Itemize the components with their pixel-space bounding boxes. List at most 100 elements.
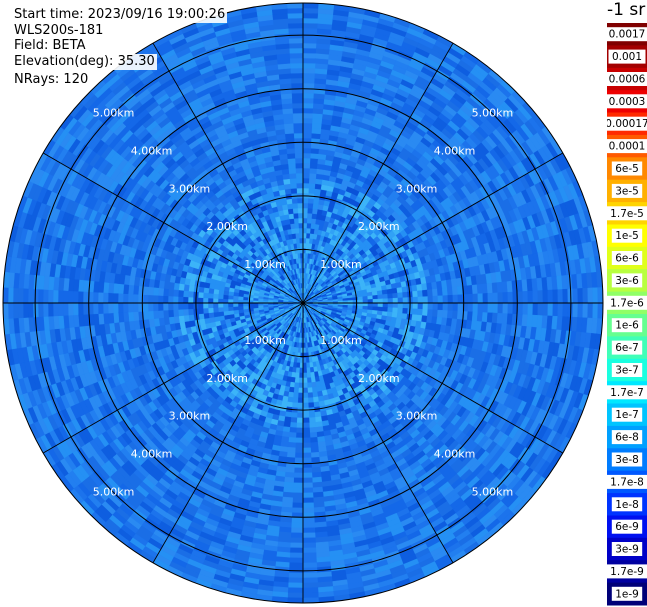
radar-cell	[412, 290, 419, 298]
radar-cell	[362, 295, 369, 301]
radar-cell	[289, 557, 304, 564]
radar-cell	[302, 7, 319, 14]
radar-cell	[302, 522, 316, 529]
radar-cell	[302, 127, 313, 134]
radar-cell	[302, 587, 319, 594]
radar-cell	[299, 367, 304, 374]
radar-cell	[294, 452, 304, 459]
radar-cell	[289, 547, 304, 554]
radar-cell	[302, 112, 314, 119]
radar-cell	[290, 532, 304, 539]
radar-cell	[357, 302, 364, 307]
radar-cell	[467, 302, 474, 313]
radar-cell	[286, 456, 296, 464]
radar-cell	[302, 47, 317, 54]
radar-cell	[302, 77, 316, 84]
radar-cell	[291, 517, 304, 524]
radar-cell	[302, 442, 311, 449]
radar-cell	[437, 295, 444, 304]
radar-cell	[597, 287, 603, 304]
radar-cell	[347, 297, 354, 301]
radar-cell	[309, 162, 318, 169]
radar-cell	[290, 417, 298, 424]
radar-cell	[291, 507, 304, 514]
radar-cell	[311, 132, 322, 140]
radar-cell	[381, 289, 388, 295]
radar-cell	[427, 302, 434, 311]
radar-cell	[527, 302, 534, 316]
radar-cell	[441, 310, 449, 319]
radar-cell	[302, 417, 310, 424]
radar-cell	[507, 291, 514, 304]
radar-cell	[372, 298, 379, 304]
radar-cell	[307, 392, 314, 399]
radar-cell	[293, 477, 304, 484]
radar-cell	[311, 381, 317, 388]
radar-cell	[312, 486, 324, 493]
radar-cell	[487, 302, 494, 314]
radar-cell	[295, 427, 304, 434]
radar-cell	[302, 542, 317, 549]
radar-cell	[312, 391, 319, 398]
radar-cell	[487, 292, 494, 304]
radar-cell	[382, 293, 389, 300]
radar-cell	[307, 212, 313, 219]
radar-cell	[402, 297, 409, 304]
radar-cell	[302, 467, 313, 474]
radar-cell	[371, 291, 378, 296]
radar-cell	[292, 487, 304, 494]
radar-cell	[287, 587, 304, 594]
radar-cell	[302, 72, 316, 79]
radar-cell	[557, 302, 564, 317]
radar-cell	[396, 287, 403, 294]
radar-cell	[297, 392, 304, 399]
radar-cell	[532, 302, 539, 316]
radar-cell	[452, 302, 459, 312]
radar-cell	[302, 27, 318, 34]
radar-cell	[302, 22, 318, 29]
radar-cell	[401, 286, 408, 293]
radar-cell	[302, 62, 316, 69]
radar-cell	[412, 296, 419, 304]
radar-cell	[312, 118, 323, 125]
radar-cell	[287, 592, 304, 599]
radar-cell	[308, 417, 316, 424]
radar-cell	[477, 302, 484, 313]
radar-cell	[287, 446, 296, 454]
radar-cell	[308, 412, 316, 419]
radar-cell	[372, 302, 379, 308]
radar-cell	[309, 437, 318, 444]
radar-cell	[537, 302, 544, 316]
radar-cell	[477, 293, 484, 304]
radar-cell	[302, 537, 316, 544]
radar-cell	[376, 290, 383, 296]
radar-cell	[427, 309, 434, 317]
radar-cell	[293, 467, 304, 474]
radar-cell	[302, 397, 309, 404]
radar-cell	[306, 367, 311, 374]
radar-cell	[427, 295, 434, 304]
radar-cell	[422, 289, 429, 297]
radar-cell	[577, 302, 584, 318]
radar-cell	[507, 302, 514, 315]
radar-cell	[577, 288, 584, 304]
radar-cell	[293, 387, 299, 394]
radar-cell	[295, 437, 304, 444]
radar-cell	[302, 357, 307, 364]
radar-cell	[298, 377, 304, 384]
radar-cell	[307, 202, 314, 209]
radar-cell	[392, 297, 399, 304]
radar-cell	[302, 432, 311, 439]
radar-cell	[592, 302, 599, 319]
radar-cell	[310, 376, 316, 383]
radar-cell	[396, 312, 403, 319]
radar-cell	[312, 481, 323, 488]
radar-cell	[290, 522, 304, 529]
radar-cell	[309, 432, 318, 439]
radar-cell	[286, 401, 293, 408]
radar-cell	[305, 347, 309, 354]
radar-cell	[298, 372, 304, 379]
radar-cell	[302, 3, 319, 9]
radar-cell	[310, 142, 320, 150]
radar-cell	[302, 592, 319, 599]
